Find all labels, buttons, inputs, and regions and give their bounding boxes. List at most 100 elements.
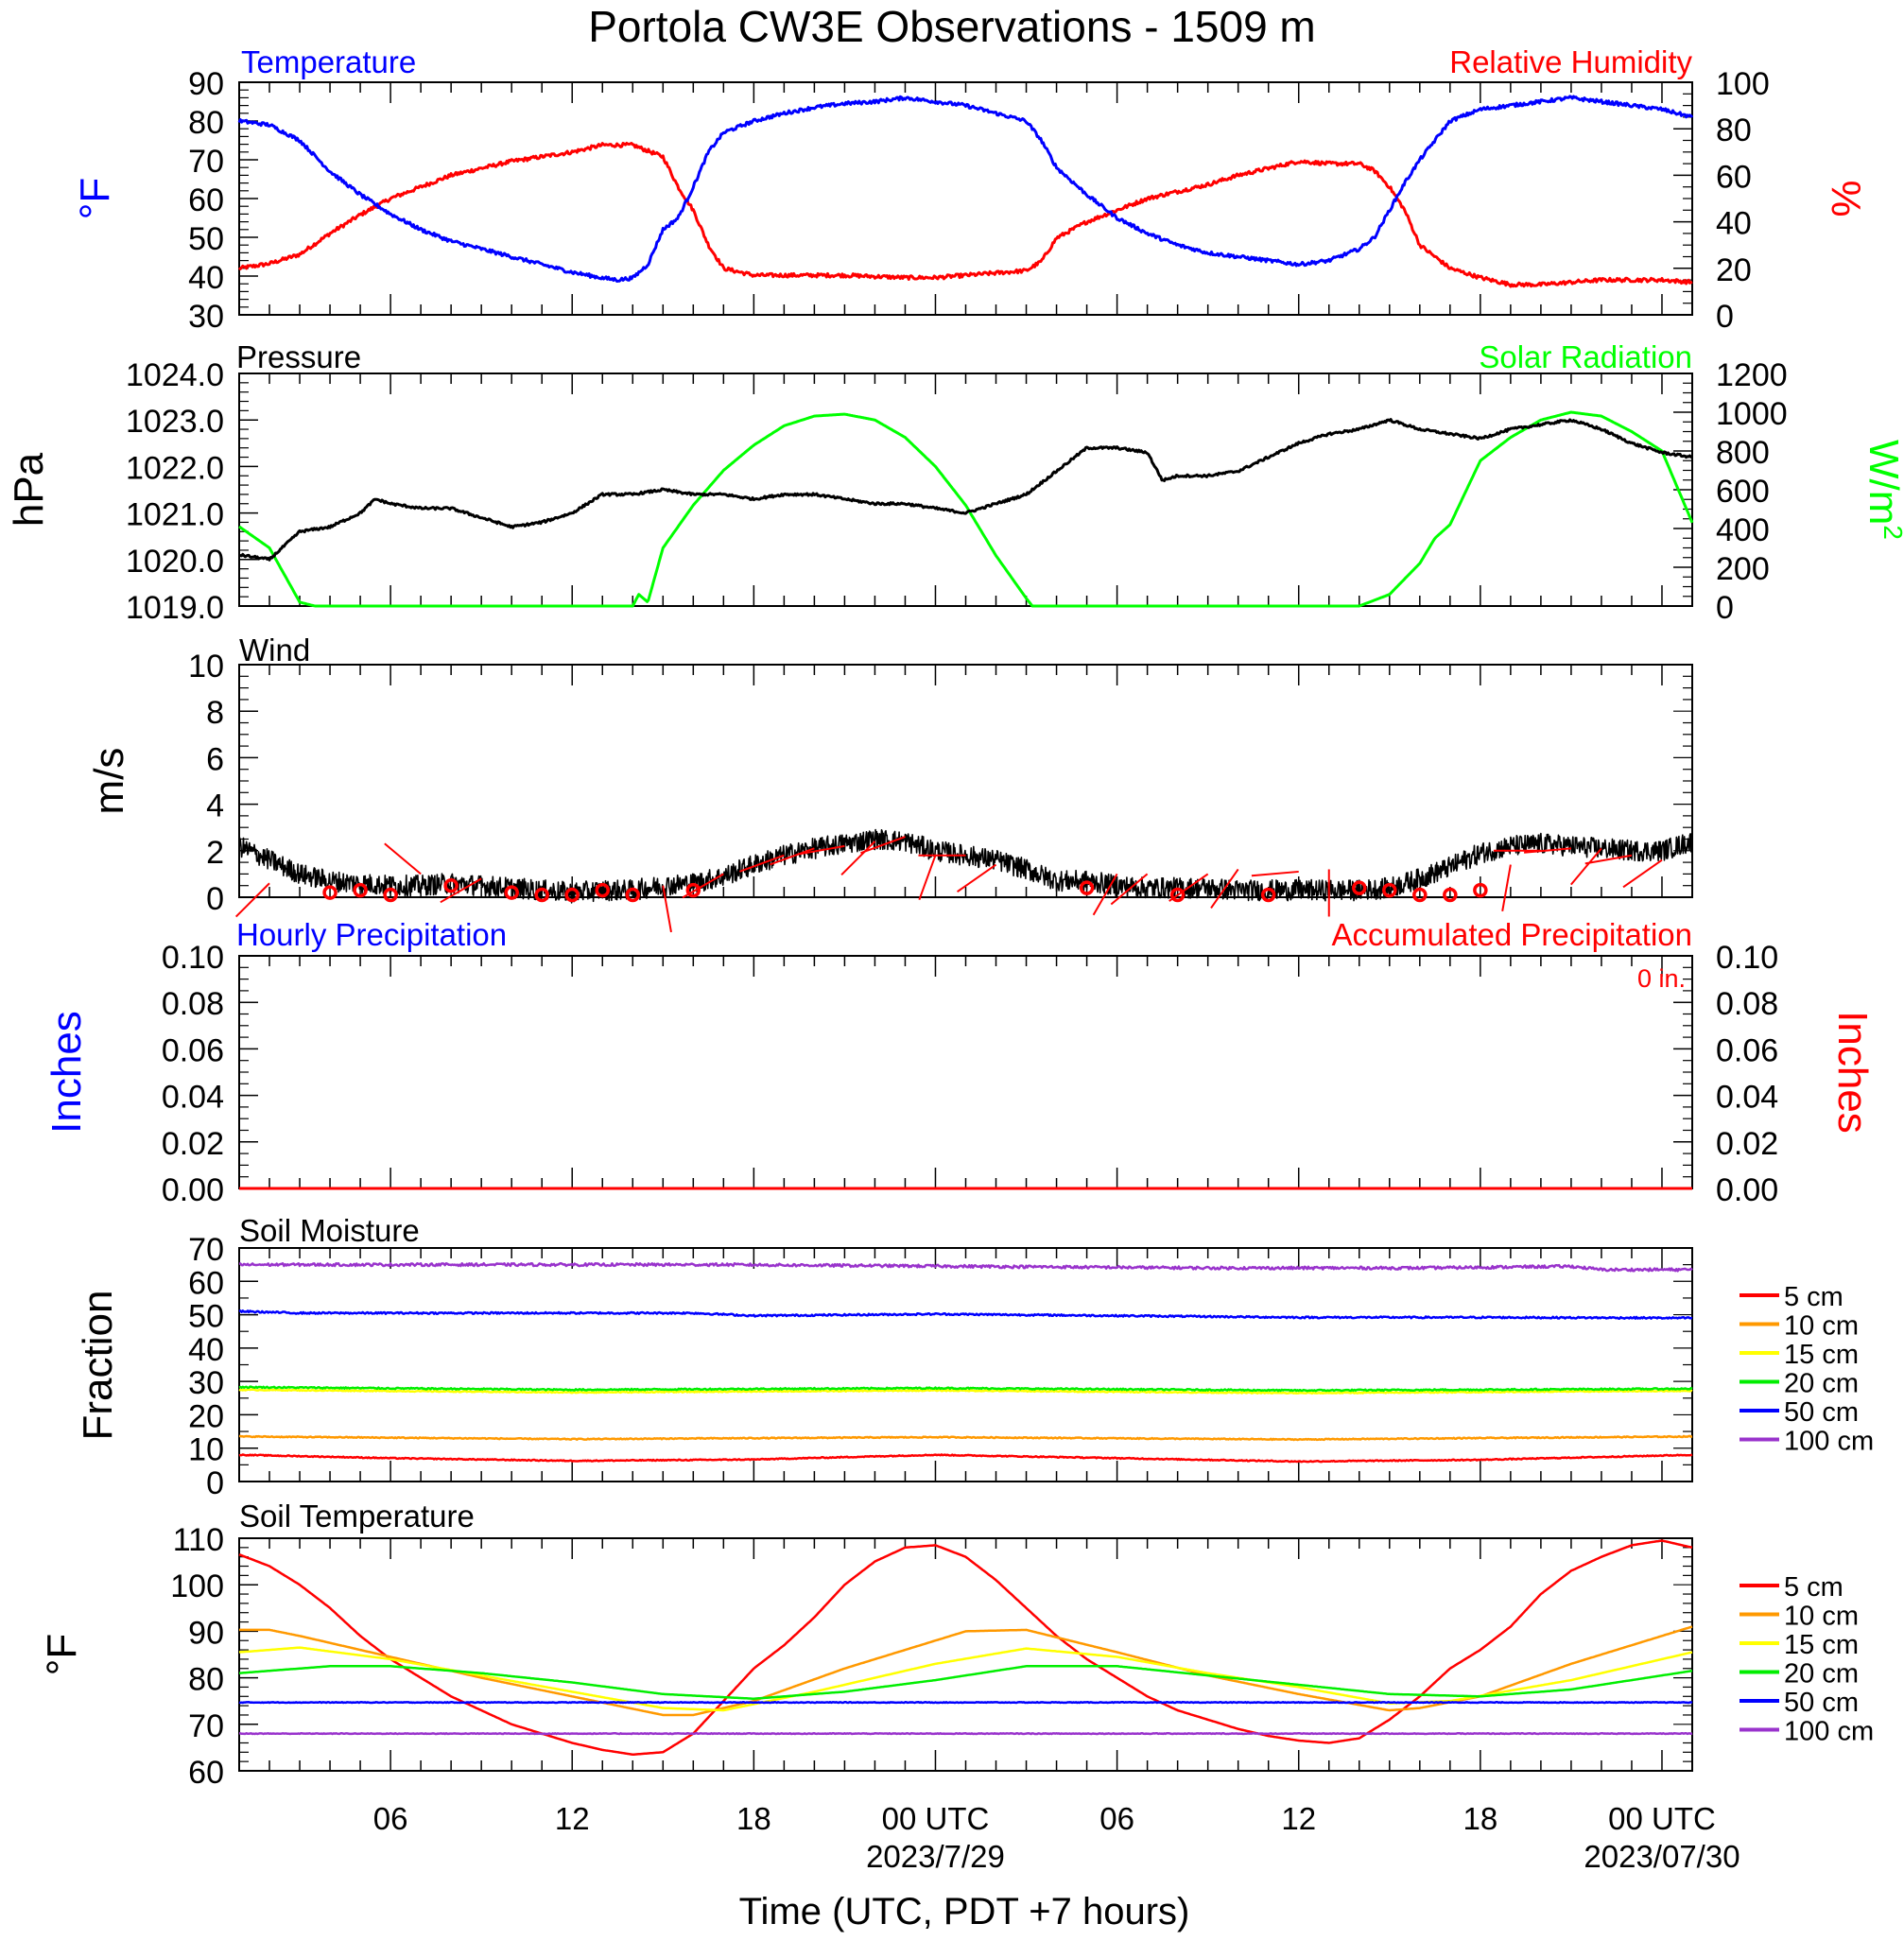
x-tick-label: 18: [736, 1801, 771, 1836]
soil-moisture-line-100cm: [238, 1261, 1693, 1273]
pressure-solar-panel: 1019.0 1020.0 1021.0 1022.0 1023.0 1024.0 0200…: [6, 339, 1904, 626]
soil-temp-legend-label: 5 cm: [1784, 1572, 1843, 1603]
wind-calm-marker: [595, 882, 610, 898]
soil-moisture-legend-label: 50 cm: [1784, 1397, 1859, 1428]
soil-moisture-legend-label: 5 cm: [1784, 1282, 1843, 1312]
solar-unit-superscript: 2: [1879, 525, 1904, 540]
wind-y-tick-label: 10: [188, 649, 224, 685]
wind-calm-marker: [353, 882, 368, 898]
soil-moisture-y-tick-label: 60: [188, 1265, 224, 1301]
soil-moisture-line-50cm: [238, 1309, 1693, 1320]
soil-moisture-line-20cm: [238, 1385, 1693, 1393]
humidity-line: [237, 142, 1693, 288]
wind-calm-marker: [383, 887, 398, 903]
solar-y-tick-label: 0: [1716, 590, 1734, 626]
rh-unit-label: %: [1823, 180, 1869, 217]
rh-y-tick-label: 60: [1716, 159, 1752, 195]
wind-calm-marker: [534, 887, 549, 903]
solar-y-tick-label: 1200: [1716, 357, 1788, 393]
soil-temp-legend-label: 50 cm: [1784, 1688, 1859, 1718]
wind-barb: [1110, 873, 1149, 906]
temp-rh-frame: [238, 81, 1693, 316]
soil-temp-legend-label: 10 cm: [1784, 1602, 1859, 1632]
temp-y-tick-label: 60: [188, 182, 224, 218]
accum-precip-unit-label: Inches: [1829, 1011, 1876, 1134]
wind-barb: [1501, 864, 1512, 911]
wind-title: Wind: [239, 633, 310, 667]
wind-y-tick-label: 8: [206, 695, 224, 731]
wind-barb: [1584, 854, 1633, 865]
solar-y-tick-label: 400: [1716, 512, 1770, 548]
hourly-precip-y-tick-label: 0.06: [162, 1032, 224, 1068]
temp-y-tick-label: 40: [188, 260, 224, 296]
chart-title: Portola CW3E Observations - 1509 m: [588, 2, 1316, 51]
wind-barb: [682, 873, 724, 899]
wind-barb: [1092, 873, 1118, 916]
soil-temp-y-tick-label: 70: [188, 1708, 224, 1744]
wind-calm-marker: [1473, 882, 1488, 898]
temp-y-tick-label: 80: [188, 105, 224, 141]
soil-temp-legend-label: 100 cm: [1784, 1717, 1874, 1747]
soil-temp-title: Soil Temperature: [239, 1499, 475, 1534]
x-tick-label: 18: [1463, 1801, 1497, 1836]
hourly-precip-y-tick-label: 0.02: [162, 1126, 224, 1162]
soil-temp-line-15cm: [238, 1646, 1693, 1712]
wind-calm-marker: [1169, 887, 1186, 903]
wind-barb: [1524, 847, 1572, 854]
soil-temp-line-5cm: [238, 1539, 1693, 1757]
soil-temp-y-tick-label: 100: [170, 1568, 224, 1604]
soil-temp-y-tick-label: 80: [188, 1662, 224, 1698]
accum-precip-y-tick-label: 0.10: [1716, 940, 1778, 976]
wind-barb: [840, 841, 876, 876]
rh-y-tick-label: 20: [1716, 252, 1752, 288]
precip-panel: 0.00 0.02 0.04 0.06 0.08 0.10 0.00 0.02 0.04 0.06…: [43, 917, 1876, 1208]
soil-temp-line-50cm: [238, 1701, 1693, 1705]
pressure-y-tick-label: 1023.0: [126, 404, 224, 440]
wind-calm-marker: [1382, 882, 1397, 898]
accum-precip-y-tick-label: 0.04: [1716, 1080, 1778, 1116]
wind-calm-marker: [1079, 880, 1095, 895]
hourly-precip-unit-label: Inches: [43, 1011, 90, 1134]
accum-precip-y-tick-label: 0.00: [1716, 1172, 1778, 1208]
x-tick-label: 12: [555, 1801, 590, 1836]
soil-temp-line-100cm: [238, 1732, 1693, 1736]
solar-line: [238, 410, 1694, 608]
solar-y-tick-label: 600: [1716, 474, 1770, 510]
soil-temp-legend-label: 15 cm: [1784, 1630, 1859, 1660]
soil-temp-y-tick-label: 110: [173, 1522, 224, 1558]
x-tick-label: 06: [373, 1801, 408, 1836]
soil-moisture-legend-label: 10 cm: [1784, 1311, 1859, 1342]
soil-moisture-y-tick-label: 10: [188, 1432, 224, 1468]
soil-moisture-line-10cm: [238, 1434, 1693, 1442]
pressure-unit-label: hPa: [6, 452, 52, 527]
wind-y-tick-label: 4: [206, 789, 224, 824]
pressure-line: [238, 418, 1693, 562]
solar-y-tick-label: 800: [1716, 435, 1770, 471]
solar-unit-label: W/m2: [1861, 440, 1904, 540]
humidity-title: Relative Humidity: [1449, 44, 1692, 79]
wind-y-tick-label: 0: [206, 881, 224, 917]
wind-barb: [1622, 858, 1663, 889]
soil-moisture-y-tick-label: 50: [188, 1299, 224, 1335]
soil-moisture-y-tick-label: 30: [188, 1365, 224, 1401]
rh-y-tick-label: 40: [1716, 206, 1752, 242]
soil-temp-y-tick-label: 90: [188, 1615, 224, 1651]
soil-temp-unit-label: °F: [39, 1634, 85, 1675]
wind-barb: [1570, 847, 1602, 886]
wind-barb: [739, 854, 785, 873]
temp-y-tick-label: 30: [188, 299, 224, 335]
wind-calm-marker: [443, 877, 459, 893]
soil-moisture-unit-label: Fraction: [75, 1291, 121, 1441]
temperature-line: [237, 95, 1694, 283]
soil-moisture-legend-label: 15 cm: [1784, 1340, 1859, 1370]
soil-temp-legend-label: 20 cm: [1784, 1659, 1859, 1690]
hourly-precip-title: Hourly Precipitation: [236, 917, 507, 952]
wind-barb: [798, 844, 845, 856]
wind-barb: [860, 836, 906, 855]
pressure-title: Pressure: [236, 339, 361, 374]
soil-moisture-legend-label: 20 cm: [1784, 1369, 1859, 1399]
solar-y-tick-label: 200: [1716, 551, 1770, 587]
x-tick-label: 00 UTC: [1608, 1801, 1716, 1836]
wind-calm-marker: [625, 887, 641, 903]
